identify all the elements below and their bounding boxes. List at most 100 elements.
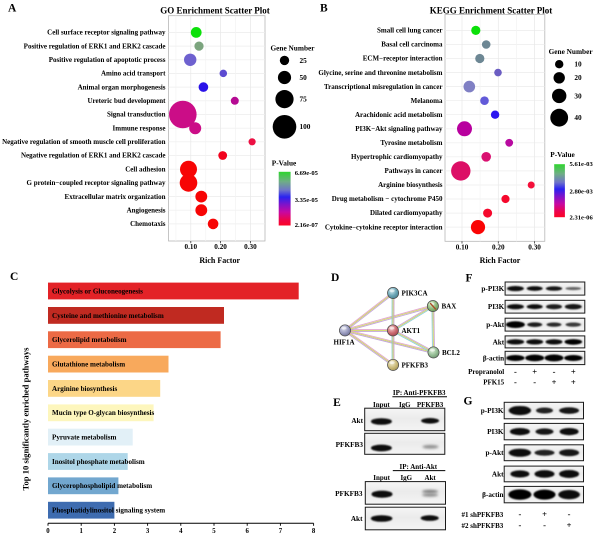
svg-text:Rich Factor: Rich Factor xyxy=(480,256,521,265)
svg-text:5.61e-03: 5.61e-03 xyxy=(570,161,594,168)
svg-text:Drug metabolism − cytochrome P: Drug metabolism − cytochrome P450 xyxy=(332,195,443,203)
svg-text:Immune response: Immune response xyxy=(113,124,166,132)
svg-text:D: D xyxy=(331,272,339,284)
svg-text:7: 7 xyxy=(279,528,283,535)
svg-text:0.20: 0.20 xyxy=(214,243,227,251)
svg-text:PFKFB3: PFKFB3 xyxy=(335,490,363,498)
svg-text:10: 10 xyxy=(574,60,582,69)
svg-text:Glutathione metabolism: Glutathione metabolism xyxy=(52,360,125,368)
svg-text:-: - xyxy=(568,509,571,519)
svg-text:0: 0 xyxy=(46,528,50,535)
svg-text:3.35e-05: 3.35e-05 xyxy=(295,197,319,204)
svg-text:-: - xyxy=(518,520,521,530)
svg-text:IP: Anti-PFKFB3: IP: Anti-PFKFB3 xyxy=(393,389,446,397)
svg-text:Gene Number: Gene Number xyxy=(271,44,316,53)
svg-text:F: F xyxy=(465,273,472,285)
svg-text:Positive regulation of ERK1 an: Positive regulation of ERK1 and ERK2 cas… xyxy=(24,42,166,50)
svg-text:Cell adhesion: Cell adhesion xyxy=(125,165,165,173)
svg-text:E: E xyxy=(333,397,341,409)
svg-text:Transcriptional misregulation: Transcriptional misregulation in cancer xyxy=(324,83,443,91)
svg-text:0.30: 0.30 xyxy=(528,244,541,252)
svg-text:Propranolol: Propranolol xyxy=(468,368,504,376)
svg-text:-: - xyxy=(518,509,521,519)
svg-text:8: 8 xyxy=(312,528,316,535)
svg-text:1: 1 xyxy=(79,528,83,535)
svg-text:PI3K: PI3K xyxy=(487,428,504,436)
svg-text:Chemotaxis: Chemotaxis xyxy=(130,220,166,228)
svg-text:2.16e-07: 2.16e-07 xyxy=(295,222,319,229)
svg-text:PFKFB3: PFKFB3 xyxy=(336,441,364,449)
svg-text:25: 25 xyxy=(300,56,308,65)
svg-text:0.30: 0.30 xyxy=(244,243,257,251)
svg-text:20: 20 xyxy=(574,73,582,82)
svg-text:Glycerolipid metabolism: Glycerolipid metabolism xyxy=(52,336,127,344)
svg-text:-: - xyxy=(514,367,517,377)
svg-text:Negative regulation of ERK1 an: Negative regulation of ERK1 and ERK2 cas… xyxy=(21,152,166,160)
svg-text:BCL2: BCL2 xyxy=(442,349,460,357)
svg-text:+: + xyxy=(552,377,557,387)
svg-text:A: A xyxy=(8,3,17,15)
svg-text:2.80e-03: 2.80e-03 xyxy=(570,188,594,195)
svg-text:2: 2 xyxy=(113,528,117,535)
svg-text:+: + xyxy=(542,509,547,519)
svg-text:Pathways in cancer: Pathways in cancer xyxy=(385,167,443,175)
svg-text:Glycerophospholipid metabolism: Glycerophospholipid metabolism xyxy=(52,482,152,490)
svg-text:-: - xyxy=(553,367,556,377)
svg-text:Basal cell carcinoma: Basal cell carcinoma xyxy=(381,41,443,49)
svg-text:P-Value: P-Value xyxy=(550,150,575,159)
svg-text:Akt: Akt xyxy=(493,338,505,346)
svg-text:0.10: 0.10 xyxy=(456,244,469,252)
svg-text:Animal organ morphogenesis: Animal organ morphogenesis xyxy=(78,83,166,91)
svg-text:Pyruvate metabolism: Pyruvate metabolism xyxy=(52,434,117,442)
svg-text:PI3K: PI3K xyxy=(488,303,505,311)
svg-text:Melanoma: Melanoma xyxy=(411,97,443,105)
svg-text:ECM−receptor interaction: ECM−receptor interaction xyxy=(363,55,443,63)
svg-text:Hypertrophic cardiomyopathy: Hypertrophic cardiomyopathy xyxy=(351,153,443,161)
svg-text:PIK3CA: PIK3CA xyxy=(402,290,428,298)
svg-text:p-Akt: p-Akt xyxy=(486,449,505,457)
svg-text:Cytokine−cytokine receptor int: Cytokine−cytokine receptor interaction xyxy=(325,223,443,231)
svg-text:Amino acid transport: Amino acid transport xyxy=(101,70,166,78)
svg-text:P-Value: P-Value xyxy=(272,158,297,167)
svg-text:Angiogenesis: Angiogenesis xyxy=(127,206,166,214)
svg-text:Cell surface receptor signalin: Cell surface receptor signaling pathway xyxy=(47,29,166,37)
svg-text:IP: Anti-Akt: IP: Anti-Akt xyxy=(400,463,438,471)
svg-text:p-PI3K: p-PI3K xyxy=(481,285,504,293)
svg-text:6.69e-05: 6.69e-05 xyxy=(295,170,319,177)
svg-text:KEGG Enrichment Scatter Plot: KEGG Enrichment Scatter Plot xyxy=(430,6,553,16)
svg-text:PFKFB3: PFKFB3 xyxy=(417,401,444,409)
svg-text:+: + xyxy=(571,377,576,387)
svg-text:+: + xyxy=(567,520,572,530)
svg-text:Glycolysis or Gluconeogenesis: Glycolysis or Gluconeogenesis xyxy=(52,287,143,295)
svg-text:-: - xyxy=(514,377,517,387)
svg-text:Signal transduction: Signal transduction xyxy=(107,111,166,119)
svg-text:Negative regulation of smooth: Negative regulation of smooth muscle cel… xyxy=(2,138,166,146)
svg-text:Input: Input xyxy=(373,474,390,482)
svg-text:Akt: Akt xyxy=(492,470,504,478)
svg-text:IgG: IgG xyxy=(400,474,412,482)
svg-text:#1 shPFKFB3: #1 shPFKFB3 xyxy=(461,511,503,519)
svg-text:+: + xyxy=(532,367,537,377)
svg-text:β-actin: β-actin xyxy=(483,354,504,362)
svg-text:IgG: IgG xyxy=(399,401,411,409)
svg-text:4: 4 xyxy=(179,528,183,535)
svg-text:-: - xyxy=(533,377,536,387)
svg-text:30: 30 xyxy=(574,91,582,100)
svg-text:C: C xyxy=(10,271,18,283)
svg-text:Phosphatidylinositol signaling: Phosphatidylinositol signaling system xyxy=(52,507,165,515)
svg-text:0.20: 0.20 xyxy=(492,244,505,252)
svg-text:Akt: Akt xyxy=(424,474,436,482)
svg-text:B: B xyxy=(320,3,328,15)
svg-text:GO Enrichment Scatter Plot: GO Enrichment Scatter Plot xyxy=(160,6,270,16)
svg-text:40: 40 xyxy=(574,113,582,122)
svg-text:Top 10 significantly enriched: Top 10 significantly enriched pathways xyxy=(21,347,31,491)
svg-text:Gene Number: Gene Number xyxy=(549,47,594,56)
svg-text:-: - xyxy=(543,520,546,530)
svg-text:3: 3 xyxy=(146,528,150,535)
svg-text:PFKFB3: PFKFB3 xyxy=(402,362,429,370)
svg-text:100: 100 xyxy=(300,122,311,131)
svg-text:Rich Factor: Rich Factor xyxy=(199,256,240,265)
svg-text:Small cell lung cancer: Small cell lung cancer xyxy=(377,27,443,35)
svg-text:6: 6 xyxy=(245,528,249,535)
svg-text:β-actin: β-actin xyxy=(482,491,503,499)
